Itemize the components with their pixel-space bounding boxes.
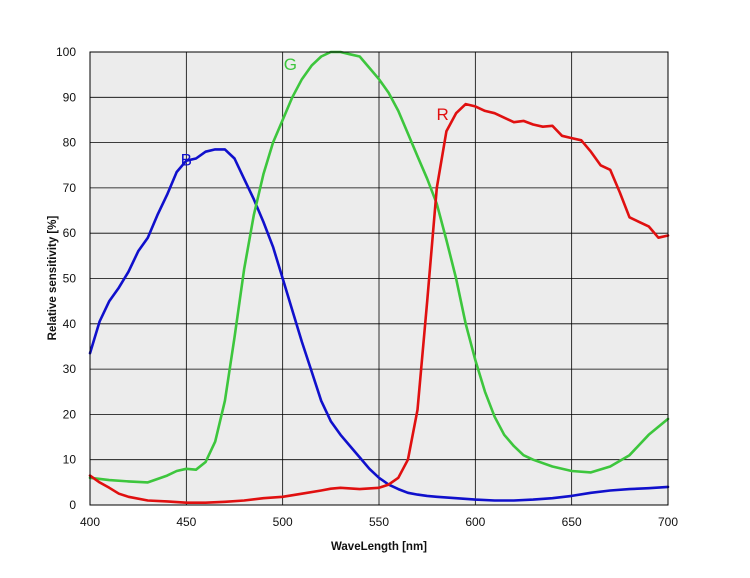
series-label-r: R: [436, 105, 448, 124]
y-axis-title: Relative sensitivity [%]: [47, 216, 59, 341]
y-tick-label: 90: [63, 90, 77, 104]
series-line-r: [88, 102, 670, 505]
y-tick-label: 10: [63, 453, 77, 467]
x-tick-label: 550: [369, 515, 389, 529]
x-tick-label: 450: [176, 515, 196, 529]
y-tick-label: 50: [63, 272, 77, 286]
series-line-b: [88, 148, 670, 502]
series-line-g: [88, 50, 670, 484]
series-label-g: G: [284, 55, 297, 74]
x-tick-label: 700: [658, 515, 678, 529]
x-tick-label: 400: [80, 515, 100, 529]
y-tick-label: 70: [63, 181, 77, 195]
x-axis-title: WaveLength [nm]: [331, 541, 427, 553]
y-tick-label: 100: [56, 45, 76, 59]
series-labels: B G R: [181, 55, 449, 169]
tick-labels: 400 450 500 550 600 650 700 0 10 20 30 40 50 60 70 80 90…: [56, 45, 678, 529]
y-tick-label: 20: [63, 407, 77, 421]
x-tick-label: 650: [562, 515, 582, 529]
x-tick-label: 600: [465, 515, 485, 529]
series-label-b: B: [181, 150, 192, 169]
series-lines: [88, 50, 670, 505]
y-tick-label: 80: [63, 136, 77, 150]
y-tick-label: 40: [63, 317, 77, 331]
y-tick-label: 30: [63, 362, 77, 376]
y-tick-label: 60: [63, 226, 77, 240]
plot-frame: [89, 51, 669, 506]
y-tick-label: 0: [69, 498, 76, 512]
x-tick-label: 500: [273, 515, 293, 529]
